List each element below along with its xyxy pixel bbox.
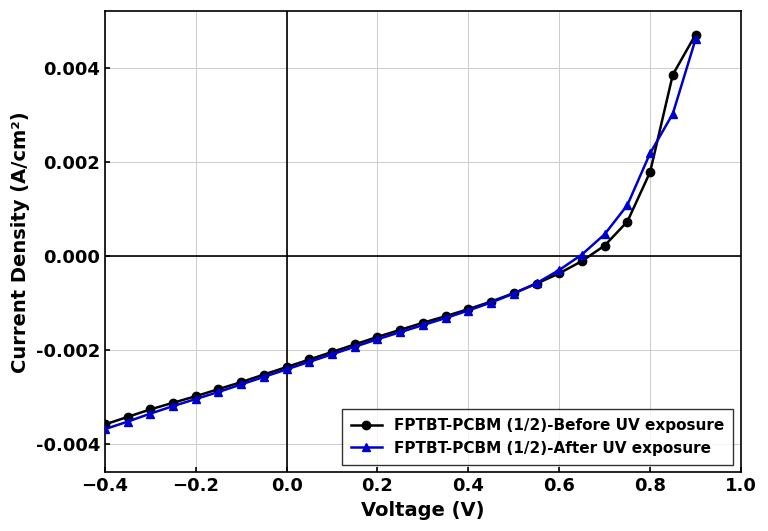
- FPTBT-PCBM (1/2)-After UV exposure: [691, 36, 700, 42]
- Legend: FPTBT-PCBM (1/2)-Before UV exposure, FPTBT-PCBM (1/2)-After UV exposure: FPTBT-PCBM (1/2)-Before UV exposure, FPT…: [342, 409, 733, 465]
- FPTBT-PCBM (1/2)-Before UV exposure: [191, 393, 200, 399]
- FPTBT-PCBM (1/2)-Before UV exposure: [168, 400, 177, 406]
- X-axis label: Voltage (V): Voltage (V): [361, 501, 485, 520]
- FPTBT-PCBM (1/2)-Before UV exposure: [578, 258, 587, 264]
- FPTBT-PCBM (1/2)-Before UV exposure: [554, 270, 564, 277]
- FPTBT-PCBM (1/2)-After UV exposure: [214, 389, 223, 395]
- FPTBT-PCBM (1/2)-Before UV exposure: [214, 386, 223, 392]
- FPTBT-PCBM (1/2)-Before UV exposure: [260, 371, 269, 378]
- FPTBT-PCBM (1/2)-After UV exposure: [282, 366, 291, 373]
- FPTBT-PCBM (1/2)-Before UV exposure: [327, 349, 336, 355]
- FPTBT-PCBM (1/2)-After UV exposure: [101, 426, 110, 432]
- FPTBT-PCBM (1/2)-After UV exposure: [191, 396, 200, 402]
- FPTBT-PCBM (1/2)-Before UV exposure: [441, 313, 450, 319]
- FPTBT-PCBM (1/2)-After UV exposure: [645, 150, 654, 157]
- FPTBT-PCBM (1/2)-Before UV exposure: [464, 306, 473, 312]
- Line: FPTBT-PCBM (1/2)-After UV exposure: FPTBT-PCBM (1/2)-After UV exposure: [101, 35, 700, 433]
- FPTBT-PCBM (1/2)-After UV exposure: [441, 315, 450, 321]
- FPTBT-PCBM (1/2)-After UV exposure: [373, 336, 382, 342]
- FPTBT-PCBM (1/2)-After UV exposure: [419, 322, 428, 328]
- FPTBT-PCBM (1/2)-After UV exposure: [578, 251, 587, 258]
- FPTBT-PCBM (1/2)-Before UV exposure: [123, 414, 132, 420]
- FPTBT-PCBM (1/2)-Before UV exposure: [101, 421, 110, 427]
- FPTBT-PCBM (1/2)-After UV exposure: [600, 231, 609, 237]
- FPTBT-PCBM (1/2)-Before UV exposure: [282, 364, 291, 370]
- FPTBT-PCBM (1/2)-Before UV exposure: [419, 320, 428, 326]
- FPTBT-PCBM (1/2)-Before UV exposure: [509, 290, 518, 296]
- FPTBT-PCBM (1/2)-Before UV exposure: [350, 341, 359, 348]
- FPTBT-PCBM (1/2)-After UV exposure: [305, 358, 314, 365]
- FPTBT-PCBM (1/2)-After UV exposure: [350, 344, 359, 350]
- FPTBT-PCBM (1/2)-Before UV exposure: [237, 379, 246, 386]
- FPTBT-PCBM (1/2)-Before UV exposure: [623, 218, 632, 225]
- FPTBT-PCBM (1/2)-After UV exposure: [554, 267, 564, 273]
- FPTBT-PCBM (1/2)-After UV exposure: [168, 403, 177, 409]
- FPTBT-PCBM (1/2)-After UV exposure: [464, 307, 473, 314]
- FPTBT-PCBM (1/2)-Before UV exposure: [691, 31, 700, 38]
- FPTBT-PCBM (1/2)-Before UV exposure: [146, 406, 155, 413]
- Line: FPTBT-PCBM (1/2)-Before UV exposure: FPTBT-PCBM (1/2)-Before UV exposure: [101, 30, 700, 429]
- FPTBT-PCBM (1/2)-After UV exposure: [327, 351, 336, 357]
- FPTBT-PCBM (1/2)-After UV exposure: [396, 329, 405, 336]
- FPTBT-PCBM (1/2)-Before UV exposure: [600, 242, 609, 249]
- Y-axis label: Current Density (A/cm²): Current Density (A/cm²): [11, 111, 30, 373]
- FPTBT-PCBM (1/2)-After UV exposure: [532, 280, 541, 286]
- FPTBT-PCBM (1/2)-After UV exposure: [123, 418, 132, 425]
- FPTBT-PCBM (1/2)-After UV exposure: [623, 202, 632, 208]
- FPTBT-PCBM (1/2)-After UV exposure: [146, 410, 155, 417]
- FPTBT-PCBM (1/2)-After UV exposure: [486, 299, 495, 306]
- FPTBT-PCBM (1/2)-After UV exposure: [260, 374, 269, 380]
- FPTBT-PCBM (1/2)-Before UV exposure: [305, 356, 314, 363]
- FPTBT-PCBM (1/2)-After UV exposure: [668, 110, 677, 117]
- FPTBT-PCBM (1/2)-Before UV exposure: [486, 298, 495, 305]
- FPTBT-PCBM (1/2)-After UV exposure: [237, 381, 246, 388]
- FPTBT-PCBM (1/2)-Before UV exposure: [373, 333, 382, 340]
- FPTBT-PCBM (1/2)-Before UV exposure: [668, 72, 677, 78]
- FPTBT-PCBM (1/2)-Before UV exposure: [396, 327, 405, 333]
- FPTBT-PCBM (1/2)-Before UV exposure: [645, 169, 654, 175]
- FPTBT-PCBM (1/2)-Before UV exposure: [532, 280, 541, 287]
- FPTBT-PCBM (1/2)-After UV exposure: [509, 290, 518, 297]
